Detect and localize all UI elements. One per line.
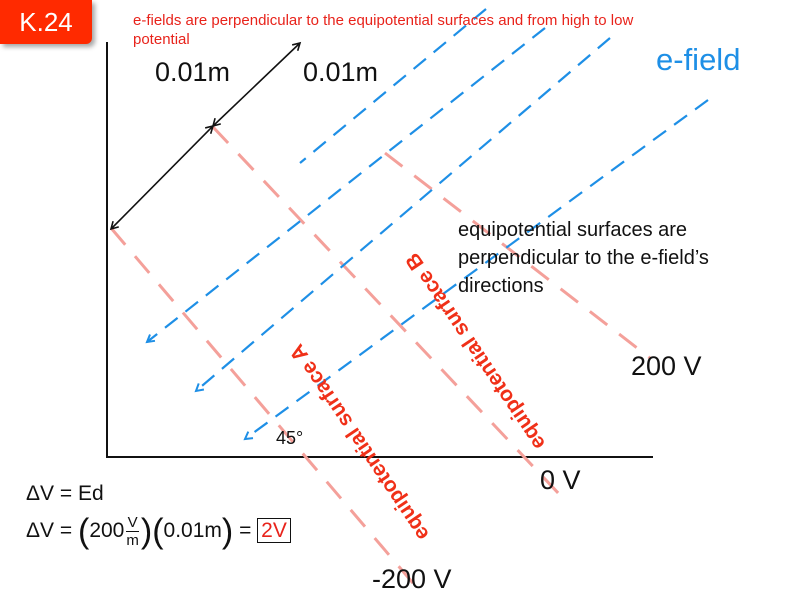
paren-close-2: )	[221, 512, 234, 551]
equipotential-description: equipotential surfaces are perpendicular…	[458, 219, 709, 297]
unit-numerator: V	[126, 514, 139, 532]
efield-label: e-field	[656, 42, 741, 77]
field-value: 200	[89, 519, 125, 543]
equation-line-1: ΔV = Ed	[26, 482, 104, 505]
angle-label: 45°	[276, 428, 304, 448]
distance-arrow-1	[109, 118, 221, 231]
unit-denominator: m	[126, 532, 139, 549]
distance-arrow-2	[204, 41, 302, 134]
efield-line-1	[147, 27, 546, 342]
result-box: 2V	[257, 518, 291, 544]
equipotential-line-2	[211, 125, 562, 497]
equipotential-line-3	[384, 151, 651, 360]
paren-open-1: (	[77, 512, 90, 551]
spacing-label-1: 0.01m	[155, 57, 231, 87]
equals-sign: =	[239, 519, 252, 543]
potential-high-label: 200 V	[631, 351, 702, 381]
slide-id: K.24	[19, 7, 73, 37]
distance-value: 0.01m	[163, 519, 222, 543]
spacing-label-2: 0.01m	[303, 57, 379, 87]
equipotential-line-1	[109, 227, 420, 590]
efield-line-3	[245, 99, 709, 439]
header-note: e-fields are perpendicular to the equipo…	[133, 12, 634, 48]
paren-close-1: )	[140, 512, 153, 551]
equation-prefix: ΔV =	[26, 519, 73, 543]
slide-badge: K.24	[0, 0, 92, 44]
efield-line-4	[299, 8, 487, 164]
efield-line-2	[196, 37, 611, 391]
potential-low-label: -200 V	[372, 564, 452, 594]
paren-open-2: (	[152, 512, 164, 551]
potential-zero-label: 0 V	[540, 465, 581, 495]
